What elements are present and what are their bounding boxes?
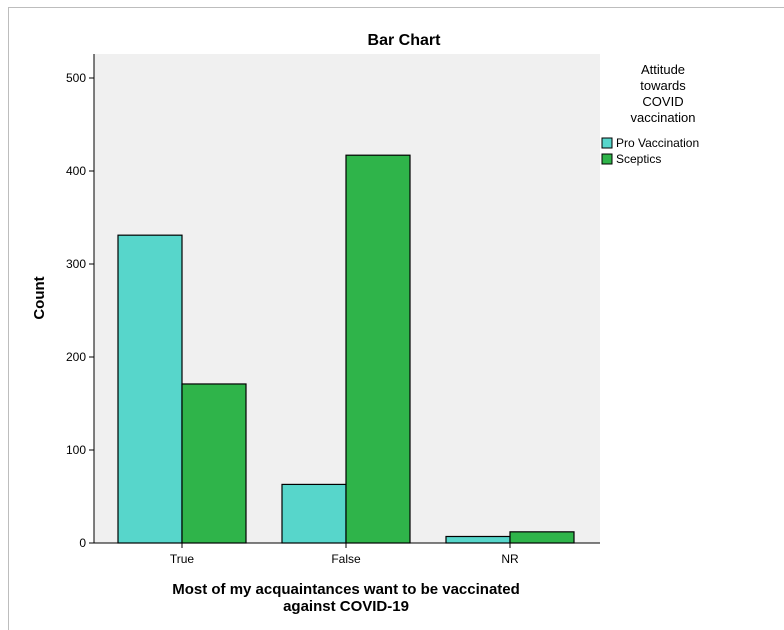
x-tick-label-nr: NR: [501, 552, 519, 566]
bar-sceptics-false: [345, 154, 411, 544]
y-tick-label: 100: [66, 443, 86, 457]
y-tick-label: 400: [66, 164, 86, 178]
bar-pro-vaccination-true: [117, 234, 183, 544]
axes-group: 0 100 200 300 400 500 True False NR: [66, 54, 600, 566]
x-tick-label-true: True: [170, 552, 195, 566]
x-tick-label-false: False: [331, 552, 361, 566]
bar-sceptics-true: [181, 383, 247, 544]
legend-swatch-sceptics: [601, 153, 613, 165]
y-axis-label: Count: [31, 276, 48, 319]
bar-pro-vaccination-false: [281, 483, 347, 544]
y-tick-label: 0: [79, 536, 86, 550]
chart-title: Bar Chart: [368, 32, 442, 49]
legend-title-line: towards: [640, 78, 686, 93]
legend-title-line: Attitude: [641, 62, 685, 77]
legend-swatch-pro-vaccination: [601, 137, 613, 149]
x-axis-label-line-2: against COVID-19: [283, 598, 409, 615]
legend-title-line: vaccination: [630, 110, 695, 125]
bars-group: [117, 154, 575, 544]
x-axis-label-line-1: Most of my acquaintances want to be vacc…: [172, 581, 520, 598]
bar-sceptics-nr: [509, 531, 575, 544]
chart-frame: [8, 7, 784, 630]
bar-pro-vaccination-nr: [445, 535, 511, 544]
y-tick-label: 200: [66, 350, 86, 364]
y-tick-label: 500: [66, 71, 86, 85]
legend: Attitude towards COVID vaccination Pro V…: [601, 62, 699, 166]
legend-label-sceptics: Sceptics: [616, 152, 661, 166]
legend-title-line: COVID: [642, 94, 683, 109]
y-tick-label: 300: [66, 257, 86, 271]
legend-label-pro-vaccination: Pro Vaccination: [616, 136, 699, 150]
